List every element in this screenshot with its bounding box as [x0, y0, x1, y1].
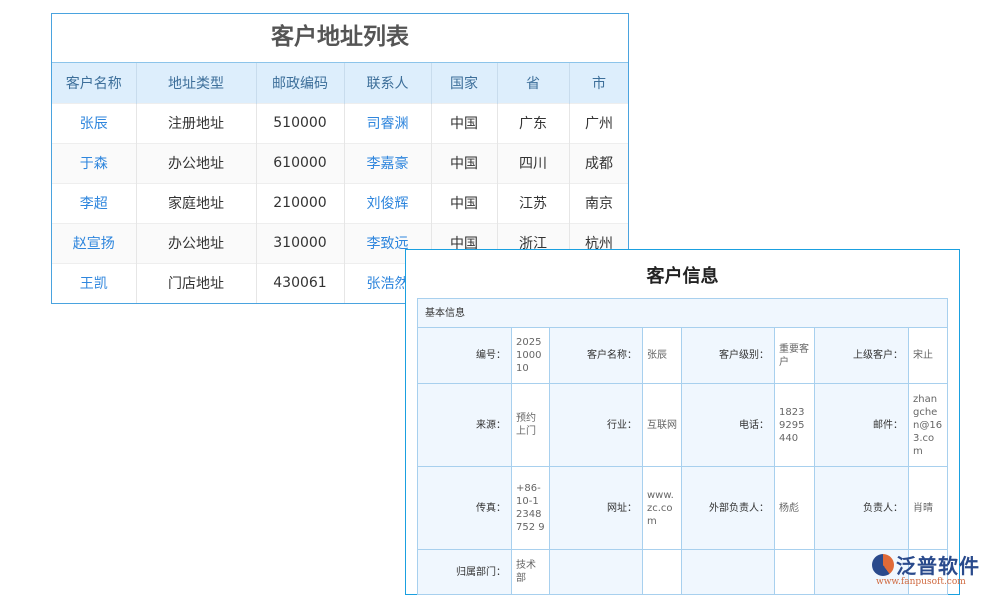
field-value: 张辰 [642, 327, 682, 384]
section-basic-info: 基本信息 [417, 298, 948, 328]
field-label [549, 549, 643, 595]
customer-name-link[interactable]: 王凯 [52, 262, 137, 303]
table-cell: 510000 [256, 102, 345, 143]
field-label: 来源： [417, 383, 512, 467]
column-header[interactable]: 市 [569, 63, 628, 103]
field-value: 预约上门 [511, 383, 550, 467]
table-cell: 江苏 [497, 182, 570, 223]
field-label: 网址： [549, 466, 643, 550]
field-value: +86-10-12348752 9 [511, 466, 550, 550]
logo-url: www.fanpusoft.com [876, 577, 966, 587]
field-label: 客户名称： [549, 327, 643, 384]
list-title: 客户地址列表 [52, 14, 628, 63]
column-header[interactable]: 国家 [431, 63, 498, 103]
field-value: 宋止 [908, 327, 948, 384]
logo-name: 泛普软件 [896, 554, 980, 578]
contact-link[interactable]: 李嘉豪 [344, 142, 432, 183]
contact-link[interactable]: 司睿渊 [344, 102, 432, 143]
customer-name-link[interactable]: 李超 [52, 182, 137, 223]
table-cell: 门店地址 [136, 262, 257, 303]
table-cell: 中国 [431, 142, 498, 183]
column-header[interactable]: 客户名称 [52, 63, 137, 103]
field-value [774, 549, 815, 595]
table-cell: 广东 [497, 102, 570, 143]
field-label: 行业： [549, 383, 643, 467]
table-row[interactable]: 张辰 注册地址 510000 司睿渊 中国 广东 广州 [52, 102, 628, 143]
customer-name-link[interactable]: 张辰 [52, 102, 137, 143]
field-label: 客户级别： [681, 327, 775, 384]
field-label: 编号： [417, 327, 512, 384]
column-header[interactable]: 联系人 [344, 63, 432, 103]
customer-info-panel: 客户信息 基本信息 编号： 2025100010 客户名称： 张辰 客户级别： 重要客户 上级… [405, 249, 960, 595]
field-label: 传真： [417, 466, 512, 550]
table-cell: 中国 [431, 182, 498, 223]
table-cell: 注册地址 [136, 102, 257, 143]
table-cell: 610000 [256, 142, 345, 183]
field-label: 外部负责人： [681, 466, 775, 550]
info-table: 基本信息 编号： 2025100010 客户名称： 张辰 客户级别： 重要客户 上级客户： 宋止… [417, 298, 948, 595]
info-row: 传真： +86-10-12348752 9 网址： www.zc.com 外部负责人：杨… [417, 466, 948, 550]
table-cell: 家庭地址 [136, 182, 257, 223]
table-cell: 办公地址 [136, 222, 257, 263]
table-cell: 四川 [497, 142, 570, 183]
info-row: 归属部门： 技术部 [417, 549, 948, 595]
info-row: 编号： 2025100010 客户名称： 张辰 客户级别： 重要客户 上级客户： 宋止 [417, 327, 948, 384]
customer-name-link[interactable]: 于森 [52, 142, 137, 183]
field-value: 杨彪 [774, 466, 815, 550]
info-row: 来源： 预约上门 行业： 互联网 电话： 18239295440 邮件： zhangchen@… [417, 383, 948, 467]
column-header[interactable]: 邮政编码 [256, 63, 345, 103]
table-cell: 办公地址 [136, 142, 257, 183]
info-title: 客户信息 [646, 266, 719, 287]
table-cell: 广州 [569, 102, 628, 143]
field-label: 电话： [681, 383, 775, 467]
table-cell: 210000 [256, 182, 345, 223]
customer-name-link[interactable]: 赵宣扬 [52, 222, 137, 263]
field-value [908, 549, 948, 595]
table-row[interactable]: 李超 家庭地址 210000 刘俊辉 中国 江苏 南京 [52, 182, 628, 223]
table-cell: 中国 [431, 102, 498, 143]
field-label: 邮件： [814, 383, 909, 467]
field-value: 肖晴 [908, 466, 948, 550]
field-label: 归属部门： [417, 549, 512, 595]
table-cell: 310000 [256, 222, 345, 263]
table-row[interactable]: 于森 办公地址 610000 李嘉豪 中国 四川 成都 [52, 142, 628, 183]
table-cell: 430061 [256, 262, 345, 303]
field-label: 上级客户： [814, 327, 909, 384]
field-label: 负责人： [814, 466, 909, 550]
field-label [814, 549, 909, 595]
field-value: 重要客户 [774, 327, 815, 384]
contact-link[interactable]: 刘俊辉 [344, 182, 432, 223]
field-value: zhangchen@163.com [908, 383, 948, 467]
field-value: 2025100010 [511, 327, 550, 384]
table-cell: 南京 [569, 182, 628, 223]
column-header[interactable]: 地址类型 [136, 63, 257, 103]
field-label [681, 549, 775, 595]
table-row[interactable]: 赵宣扬 办公地址 310000 李致远 中国 浙江 杭州 [52, 222, 628, 263]
field-value [642, 549, 682, 595]
field-value: 技术部 [511, 549, 550, 595]
field-value: www.zc.com [642, 466, 682, 550]
fanpu-logo: 泛普软件 www.fanpusoft.com [868, 550, 993, 592]
field-value: 互联网 [642, 383, 682, 467]
table-cell: 成都 [569, 142, 628, 183]
column-header[interactable]: 省 [497, 63, 570, 103]
logo-mark-icon [872, 554, 894, 576]
field-value: 18239295440 [774, 383, 815, 467]
